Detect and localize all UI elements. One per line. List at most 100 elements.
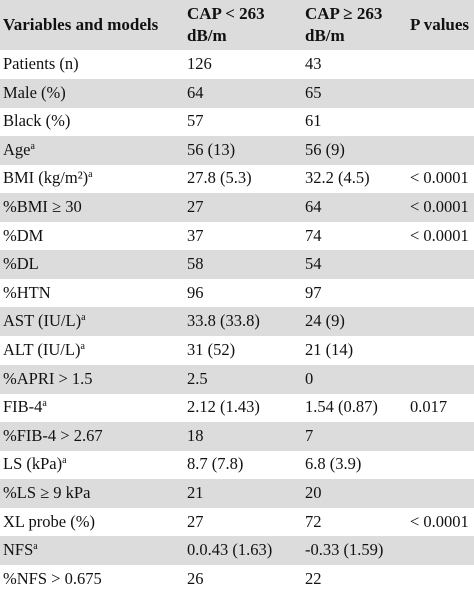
- cap-high-value: 6.8 (3.9): [305, 454, 362, 474]
- row-label-text: Patients (n): [3, 54, 79, 73]
- footnote-marker: a: [81, 312, 86, 324]
- cap-low-value: 57: [187, 111, 204, 131]
- row-label: %DM: [3, 226, 43, 246]
- table-row: %BMI ≥ 30 27 64 < 0.0001: [0, 193, 474, 222]
- cap-low-value: 2.5: [187, 368, 208, 388]
- row-label: Black (%): [3, 111, 70, 131]
- row-label: Male (%): [3, 83, 66, 103]
- table-row: Patients (n) 126 43: [0, 50, 474, 79]
- row-label: XL probe (%): [3, 512, 95, 532]
- cap-high-value: 64: [305, 197, 322, 216]
- cap-low-value: 27: [187, 511, 204, 531]
- row-label-text: %NFS > 0.675: [3, 568, 102, 588]
- table-row: LS (kPa)a 8.7 (7.8) 6.8 (3.9): [0, 450, 474, 479]
- row-label-text: %HTN: [3, 282, 51, 302]
- cap-low-value: 64: [187, 82, 204, 102]
- header-p-values: P values: [410, 15, 470, 34]
- table-row: %FIB-4 > 2.67 18 7: [0, 421, 474, 451]
- row-label-text: FIB-4: [3, 397, 43, 417]
- cap-low-value: 58: [187, 254, 204, 274]
- p-value: < 0.0001: [410, 225, 469, 245]
- p-value: 0.017: [410, 397, 448, 417]
- cap-low-value: 31 (52): [187, 340, 236, 359]
- cap-high-value: 43: [305, 54, 322, 73]
- row-label: %NFS > 0.675: [3, 569, 102, 589]
- table-header: Variables and models CAP < 263 dB/m CAP …: [0, 0, 474, 50]
- header-cap-low-line1: CAP < 263: [187, 4, 265, 23]
- row-label: %DL: [3, 254, 39, 274]
- row-label: NFSa: [3, 540, 38, 560]
- cap-high-value: 72: [305, 511, 322, 531]
- cap-low-value: 18: [187, 425, 204, 445]
- table-row: NFSa 0.0.43 (1.63) -0.33 (1.59): [0, 536, 474, 566]
- row-label-text: NFS: [3, 540, 34, 560]
- cap-high-value: 65: [305, 82, 322, 102]
- cap-high-value: 56 (9): [305, 139, 345, 159]
- table-row: %APRI > 1.5 2.5 0: [0, 364, 474, 394]
- table-row: XL probe (%) 27 72 < 0.0001: [0, 508, 474, 537]
- header-variables: Variables and models: [3, 15, 159, 34]
- cap-low-value: 126: [187, 54, 212, 73]
- table-row: %DL 58 54: [0, 250, 474, 280]
- cap-high-value: 21 (14): [305, 340, 354, 359]
- row-label-text: Black (%): [3, 111, 71, 131]
- row-label-text: AST (IU/L): [3, 311, 82, 331]
- table-row: %HTN 96 97: [0, 279, 474, 308]
- cap-high-value: 1.54 (0.87): [305, 397, 378, 417]
- cap-high-value: 0: [305, 368, 314, 388]
- row-label-text: ALT (IU/L): [3, 340, 81, 359]
- cap-high-value: -0.33 (1.59): [305, 540, 384, 560]
- row-label: FIB-4a: [3, 397, 47, 417]
- row-label: Patients (n): [3, 54, 79, 74]
- footnote-marker: a: [88, 169, 93, 181]
- row-label: ALT (IU/L)a: [3, 340, 85, 360]
- cap-low-value: 96: [187, 282, 204, 302]
- row-label: Agea: [3, 140, 35, 160]
- row-label: BMI (kg/m²)a: [3, 168, 93, 188]
- cap-low-value: 8.7 (7.8): [187, 454, 244, 474]
- cap-high-value: 61: [305, 111, 322, 131]
- footnote-marker: a: [42, 398, 47, 410]
- cap-high-value: 97: [305, 282, 322, 302]
- cap-low-value: 33.8 (33.8): [187, 311, 260, 331]
- table-row: ALT (IU/L)a 31 (52) 21 (14): [0, 336, 474, 365]
- footnote-marker: a: [33, 541, 38, 553]
- row-label-text: Male (%): [3, 82, 66, 102]
- row-label-text: %FIB-4 > 2.67: [3, 425, 103, 445]
- table-row: Male (%) 64 65: [0, 78, 474, 108]
- table-row: AST (IU/L)a 33.8 (33.8) 24 (9): [0, 307, 474, 337]
- cap-low-value: 27.8 (5.3): [187, 168, 252, 188]
- row-label: LS (kPa)a: [3, 454, 67, 474]
- p-value: < 0.0001: [410, 511, 469, 531]
- cap-low-value: 21: [187, 483, 204, 502]
- row-label-text: Age: [3, 139, 31, 159]
- footnote-marker: a: [80, 341, 85, 352]
- table-row: Agea 56 (13) 56 (9): [0, 135, 474, 165]
- row-label-text: XL probe (%): [3, 511, 95, 531]
- row-label: %LS ≥ 9 kPa: [3, 483, 90, 503]
- table-row: %LS ≥ 9 kPa 21 20: [0, 479, 474, 508]
- cap-low-value: 0.0.43 (1.63): [187, 540, 273, 560]
- row-label: AST (IU/L)a: [3, 311, 86, 331]
- header-cap-high-line1: CAP ≥ 263: [305, 4, 383, 23]
- cap-high-value: 32.2 (4.5): [305, 168, 370, 188]
- row-label-text: %APRI > 1.5: [3, 368, 93, 388]
- header-cap-low-line2: dB/m: [187, 26, 227, 45]
- cap-high-value: 24 (9): [305, 311, 345, 331]
- cap-low-value: 26: [187, 568, 204, 588]
- footnote-marker: a: [62, 455, 67, 467]
- row-label-text: %BMI ≥ 30: [3, 197, 82, 216]
- row-label-text: %DL: [3, 254, 39, 274]
- p-value: < 0.0001: [410, 197, 469, 216]
- row-label: %BMI ≥ 30: [3, 197, 82, 217]
- cap-high-value: 22: [305, 568, 322, 588]
- footnote-marker: a: [30, 140, 35, 152]
- cap-high-value: 74: [305, 225, 322, 245]
- row-label-text: %DM: [3, 225, 44, 245]
- cap-high-value: 20: [305, 483, 322, 502]
- row-label-text: LS (kPa): [3, 454, 63, 474]
- table-row: %DM 37 74 < 0.0001: [0, 222, 474, 251]
- row-label: %FIB-4 > 2.67: [3, 426, 103, 446]
- table-row: BMI (kg/m²)a 27.8 (5.3) 32.2 (4.5) < 0.0001: [0, 164, 474, 193]
